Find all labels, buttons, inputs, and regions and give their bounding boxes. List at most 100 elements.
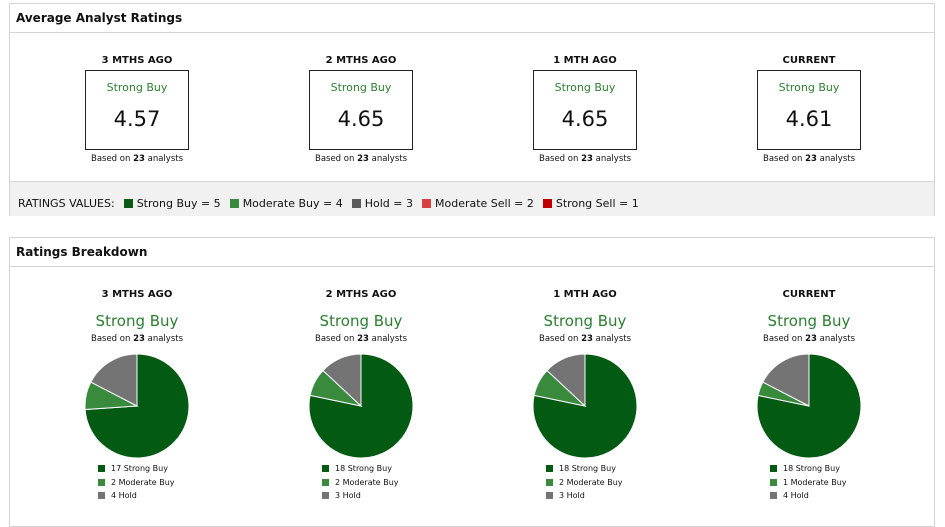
period-label: 1 MTH AGO	[553, 55, 617, 66]
pie-legend-item: 18 Strong Buy	[770, 464, 854, 478]
ratings-pie-chart	[756, 353, 862, 459]
pie-slice	[756, 353, 862, 459]
pie-legend: 18 Strong Buy 2 Moderate Buy 3 Hold	[316, 464, 406, 505]
rating-value-text: Moderate Buy = 4	[242, 197, 343, 210]
rating-box: Strong Buy 4.65	[309, 70, 413, 150]
pie-legend-item: 18 Strong Buy	[546, 464, 630, 478]
color-swatch-icon	[542, 199, 552, 208]
pie-slice	[308, 353, 414, 459]
rating-value-text: Strong Buy = 5	[136, 197, 221, 210]
legend-swatch-icon	[546, 478, 553, 486]
rating-label: Strong Buy	[95, 312, 179, 330]
rating-box: Strong Buy 4.57	[85, 70, 189, 150]
period-label: 2 MTHS AGO	[325, 289, 397, 300]
rating-value-text: Strong Sell = 1	[555, 197, 639, 210]
legend-text: 4 Hold	[111, 491, 137, 500]
rating-value-item: Moderate Buy = 4	[229, 197, 343, 210]
breakdown-column: 1 MTH AGO Strong Buy Based on 23 analyst…	[473, 289, 697, 505]
rating-value: 4.57	[113, 107, 161, 131]
analyst-count: 23	[581, 154, 593, 164]
legend-text: 18 Strong Buy	[335, 464, 392, 473]
analyst-count-text: Based on 23 analysts	[697, 334, 921, 344]
analyst-count: 23	[805, 334, 817, 344]
legend-text: 3 Hold	[559, 491, 585, 500]
pie-slice	[322, 353, 362, 408]
legend-text: 2 Moderate Buy	[111, 477, 175, 487]
analysts-text: analysts	[592, 154, 632, 164]
based-on-text: Based on	[314, 334, 358, 344]
analyst-count-text: Based on 23 analysts	[697, 154, 921, 164]
analyst-count: 23	[581, 334, 593, 344]
analyst-count-text: Based on 23 analysts	[249, 154, 473, 164]
average-rating-column: 1 MTH AGO Strong Buy 4.65 Based on 23 an…	[473, 55, 697, 164]
pie-slice	[762, 353, 810, 407]
pie-legend: 18 Strong Buy 1 Moderate Buy 4 Hold	[764, 464, 854, 505]
period-label: 1 MTH AGO	[553, 289, 617, 300]
period-label: CURRENT	[782, 55, 836, 66]
analyst-count: 23	[133, 154, 145, 164]
analysts-text: analysts	[368, 154, 408, 164]
pie-legend-item: 1 Moderate Buy	[770, 478, 854, 492]
analyst-count: 23	[357, 334, 369, 344]
legend-text: 18 Strong Buy	[559, 464, 616, 473]
rating-label: Strong Buy	[319, 312, 403, 330]
analyst-count-text: Based on 23 analysts	[473, 154, 697, 164]
average-rating-column: 2 MTHS AGO Strong Buy 4.65 Based on 23 a…	[249, 55, 473, 164]
ratings-pie-chart	[532, 353, 638, 459]
rating-value-item: Strong Sell = 1	[542, 197, 639, 210]
period-label: 3 MTHS AGO	[101, 55, 173, 66]
based-on-text: Based on	[538, 154, 582, 164]
analyst-count: 23	[805, 154, 817, 164]
pie-legend: 18 Strong Buy 2 Moderate Buy 3 Hold	[540, 464, 630, 505]
analyst-count-text: Based on 23 analysts	[473, 334, 697, 344]
ratings-breakdown-panel: Ratings Breakdown 3 MTHS AGO Strong Buy …	[9, 237, 935, 527]
legend-swatch-icon	[546, 492, 553, 499]
ratings-values-label: RATINGS VALUES:	[18, 197, 115, 210]
analysts-text: analysts	[144, 334, 184, 344]
legend-swatch-icon	[770, 492, 777, 499]
pie-legend-item: 3 Hold	[322, 491, 406, 505]
legend-text: 17 Strong Buy	[111, 464, 168, 473]
pie-slice	[90, 353, 138, 407]
analysts-text: analysts	[368, 334, 408, 344]
legend-swatch-icon	[98, 465, 105, 472]
legend-swatch-icon	[98, 492, 105, 499]
rating-value: 4.65	[337, 107, 385, 131]
ratings-pie-chart	[84, 353, 190, 459]
analyst-count-text: Based on 23 analysts	[25, 334, 249, 344]
legend-swatch-icon	[322, 478, 329, 486]
legend-swatch-icon	[770, 478, 777, 486]
panel-title: Average Analyst Ratings	[10, 4, 934, 33]
ratings-pie-chart	[308, 353, 414, 459]
pie-legend-item: 17 Strong Buy	[98, 464, 182, 478]
pie-slice	[546, 353, 586, 408]
pie-slice	[532, 353, 638, 459]
rating-value-text: Moderate Sell = 2	[435, 197, 534, 210]
color-swatch-icon	[422, 199, 431, 208]
legend-text: 2 Moderate Buy	[559, 477, 623, 487]
color-swatch-icon	[229, 199, 239, 208]
rating-box: Strong Buy 4.61	[757, 70, 861, 150]
pie-legend: 17 Strong Buy 2 Moderate Buy 4 Hold	[92, 464, 182, 505]
average-rating-column: 3 MTHS AGO Strong Buy 4.57 Based on 23 a…	[25, 55, 249, 164]
analyst-count-text: Based on 23 analysts	[25, 154, 249, 164]
rating-label: Strong Buy	[543, 312, 627, 330]
period-label: 2 MTHS AGO	[325, 55, 397, 66]
breakdown-column: 3 MTHS AGO Strong Buy Based on 23 analys…	[25, 289, 249, 505]
pie-legend-item: 2 Moderate Buy	[98, 478, 182, 492]
rating-value-item: Hold = 3	[351, 197, 413, 210]
analysts-text: analysts	[144, 154, 184, 164]
pie-legend-item: 4 Hold	[98, 491, 182, 505]
rating-value-item: Moderate Sell = 2	[422, 197, 534, 210]
legend-text: 18 Strong Buy	[783, 464, 840, 473]
period-label: CURRENT	[782, 289, 836, 300]
legend-swatch-icon	[98, 478, 105, 486]
pie-legend-item: 3 Hold	[546, 491, 630, 505]
average-rating-column: CURRENT Strong Buy 4.61 Based on 23 anal…	[697, 55, 921, 164]
based-on-text: Based on	[90, 334, 134, 344]
legend-text: 1 Moderate Buy	[783, 477, 847, 487]
panel-title: Ratings Breakdown	[10, 238, 934, 267]
rating-label: Strong Buy	[554, 81, 616, 94]
analyst-count: 23	[357, 154, 369, 164]
pie-legend-item: 4 Hold	[770, 491, 854, 505]
